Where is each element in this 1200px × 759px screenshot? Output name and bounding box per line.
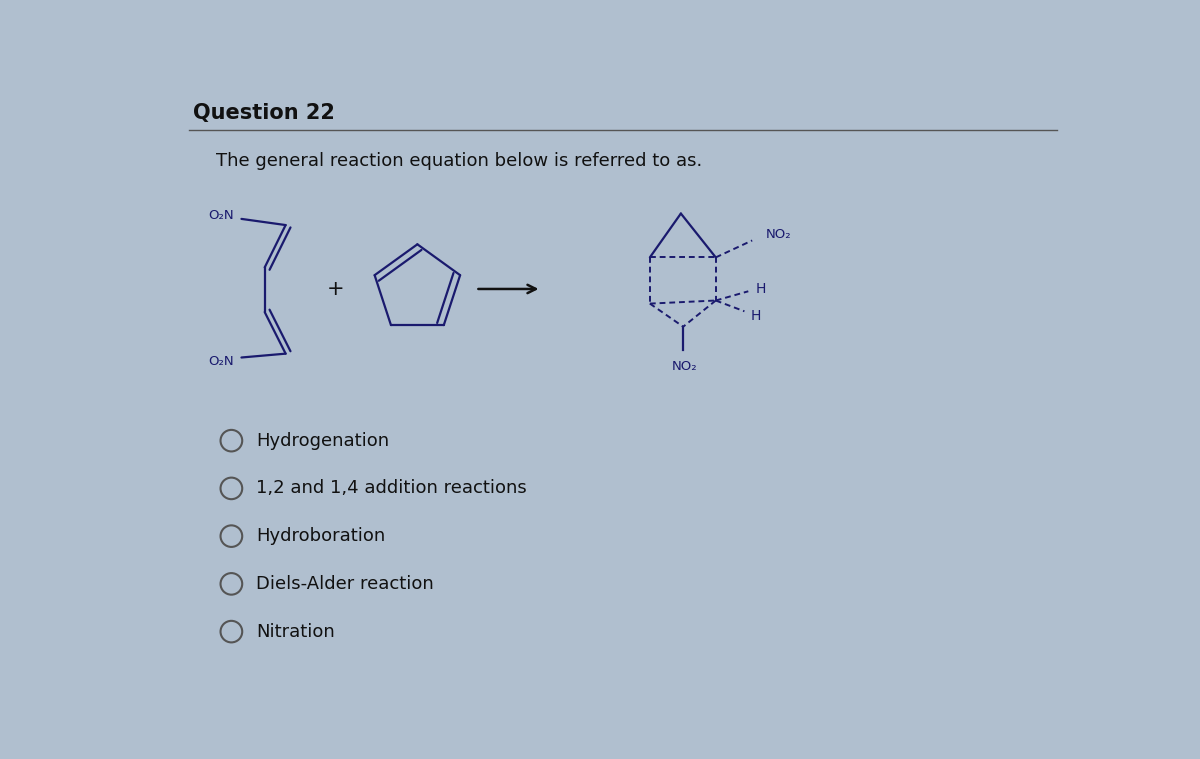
Text: NO₂: NO₂: [672, 361, 697, 373]
Text: O₂N: O₂N: [208, 355, 234, 368]
Text: The general reaction equation below is referred to as.: The general reaction equation below is r…: [216, 152, 702, 170]
Text: Question 22: Question 22: [193, 103, 335, 124]
Text: Hydroboration: Hydroboration: [256, 528, 385, 545]
Text: Diels-Alder reaction: Diels-Alder reaction: [256, 575, 434, 593]
Text: NO₂: NO₂: [766, 228, 792, 241]
Text: H: H: [751, 309, 761, 323]
Text: O₂N: O₂N: [208, 209, 234, 222]
Text: +: +: [328, 279, 344, 299]
Text: H: H: [756, 282, 767, 296]
Text: Hydrogenation: Hydrogenation: [256, 432, 389, 449]
Text: 1,2 and 1,4 addition reactions: 1,2 and 1,4 addition reactions: [256, 480, 527, 497]
Text: Nitration: Nitration: [256, 622, 335, 641]
